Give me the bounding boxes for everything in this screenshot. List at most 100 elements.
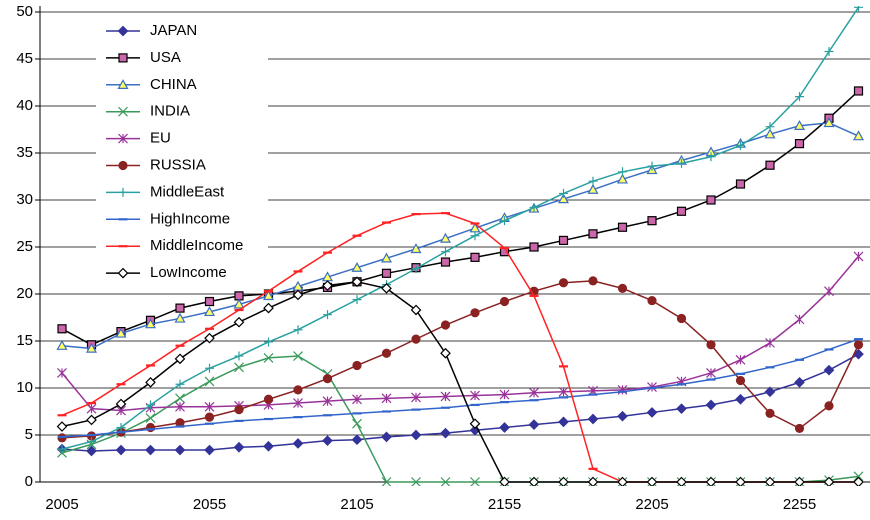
series-line [61, 122, 859, 350]
marker [204, 401, 215, 412]
legend-marker [118, 133, 128, 144]
marker [618, 167, 627, 177]
marker [824, 46, 834, 56]
marker [765, 160, 775, 170]
legend-label: CHINA [150, 76, 197, 93]
marker [469, 418, 481, 430]
marker [146, 400, 155, 410]
legend-marker [117, 79, 129, 89]
legend-label: EU [150, 130, 171, 147]
marker [617, 283, 628, 293]
marker [145, 413, 156, 424]
legend-marker [117, 267, 129, 279]
marker [764, 128, 776, 139]
marker [706, 340, 716, 350]
legend-label: RUSSIA [150, 156, 206, 173]
marker [440, 391, 451, 402]
marker [499, 422, 510, 433]
marker [204, 444, 215, 456]
series-line [61, 338, 859, 438]
series-line [61, 281, 859, 483]
series-line [61, 255, 860, 412]
y-tick-label: 15 [16, 332, 33, 349]
marker [440, 477, 451, 486]
marker [264, 337, 273, 347]
marker [234, 351, 244, 361]
marker [204, 332, 215, 344]
marker [145, 377, 156, 388]
marker [705, 399, 717, 411]
series [57, 6, 863, 454]
marker [351, 261, 363, 272]
series [57, 276, 864, 443]
marker [115, 327, 127, 338]
marker [706, 195, 716, 205]
legend-label: MiddleIncome [150, 237, 243, 254]
marker [676, 403, 687, 415]
marker [381, 477, 392, 486]
marker [411, 334, 421, 344]
marker [381, 348, 392, 358]
marker [263, 394, 274, 404]
legend-entry: USA [106, 49, 181, 66]
marker [736, 140, 745, 150]
y-tick-label: 0 [25, 473, 33, 490]
marker [647, 216, 657, 226]
marker [352, 295, 362, 305]
marker [352, 360, 362, 371]
marker [853, 251, 864, 262]
marker [588, 176, 598, 186]
marker [706, 152, 716, 162]
marker [440, 257, 451, 267]
marker [499, 296, 510, 307]
marker [794, 423, 805, 434]
marker [175, 393, 185, 404]
marker [174, 312, 186, 323]
marker [322, 280, 333, 291]
marker [587, 413, 599, 425]
marker [765, 122, 775, 132]
marker [528, 419, 540, 431]
marker [351, 434, 363, 446]
marker [528, 476, 540, 486]
marker [587, 183, 599, 194]
marker [470, 390, 480, 401]
marker [292, 289, 304, 301]
marker [56, 421, 68, 432]
legend-marker [118, 160, 128, 171]
marker [440, 320, 451, 330]
marker [175, 401, 185, 412]
legend-entry: MiddleEast [106, 183, 225, 200]
marker [470, 231, 480, 241]
marker [558, 476, 569, 486]
marker [529, 387, 539, 398]
marker [587, 476, 599, 486]
marker [56, 339, 68, 350]
marker [410, 243, 422, 254]
marker [765, 408, 775, 418]
marker [559, 188, 568, 198]
x-tick-label: 2255 [783, 496, 816, 513]
marker [617, 384, 628, 395]
marker [293, 351, 303, 361]
y-tick-label: 45 [16, 50, 33, 67]
marker [410, 429, 422, 441]
marker [323, 310, 332, 320]
marker [823, 364, 835, 376]
marker [233, 316, 245, 328]
marker [499, 389, 510, 400]
marker [764, 476, 776, 486]
y-tick-label: 35 [16, 144, 33, 161]
marker [500, 216, 509, 226]
marker [676, 476, 687, 486]
marker [646, 476, 658, 486]
marker [292, 438, 304, 449]
marker [854, 6, 863, 12]
series-line [61, 6, 860, 450]
y-tick-label: 5 [25, 426, 33, 443]
marker [646, 407, 658, 418]
y-tick-label: 20 [16, 285, 33, 302]
marker [57, 444, 67, 454]
legend-label: MiddleEast [150, 183, 225, 200]
